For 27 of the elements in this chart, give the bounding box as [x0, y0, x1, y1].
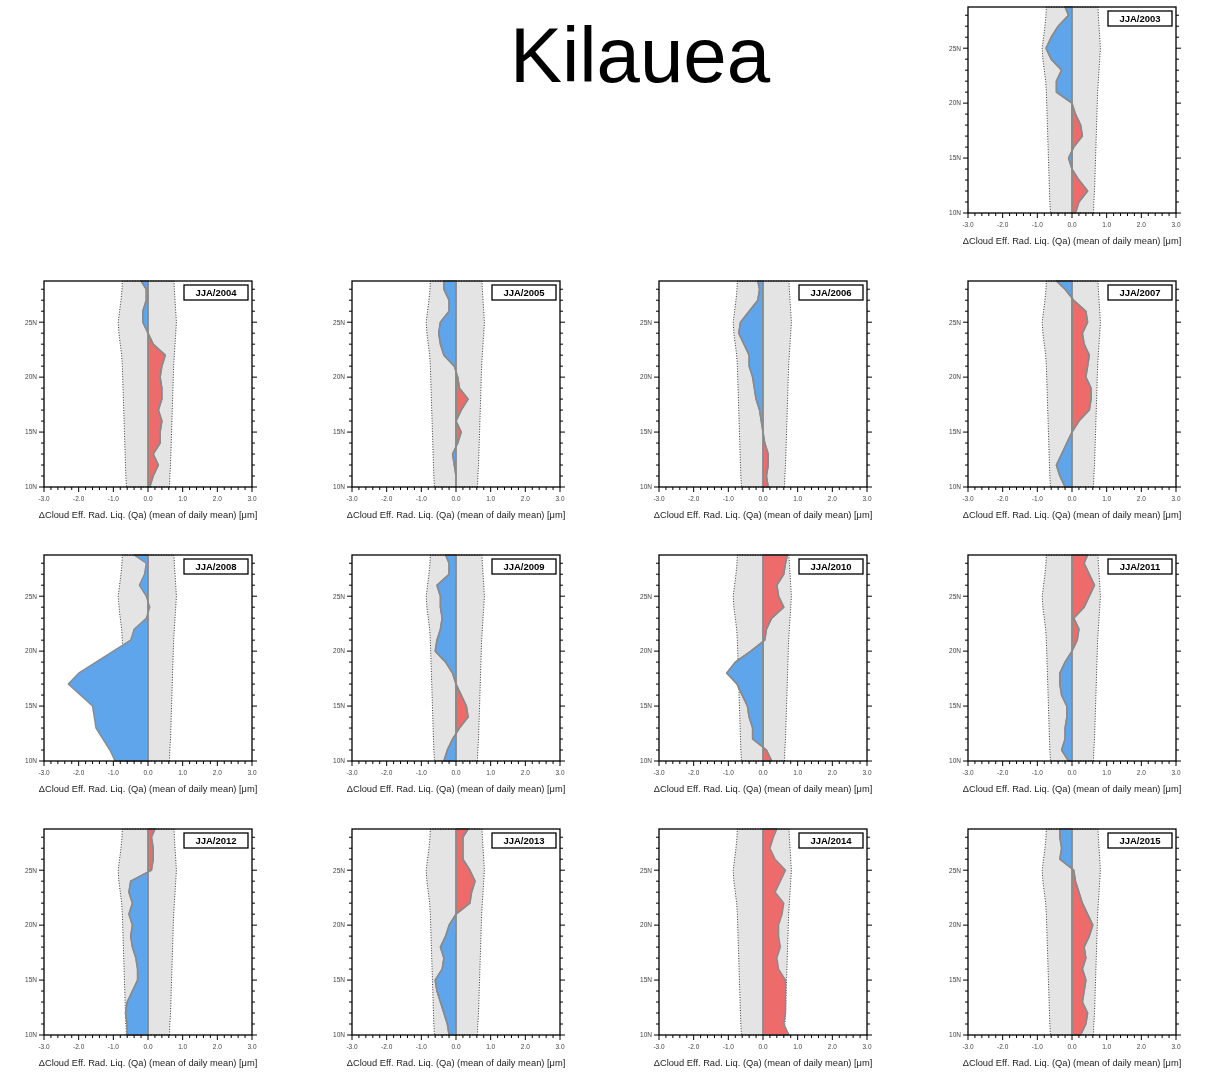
- annotation: JJA/2004: [195, 287, 238, 298]
- annotation: JJA/2006: [810, 287, 852, 298]
- x-axis-title: ΔCloud Eff. Rad. Liq. (Qa) (mean of daily mean) [μm]: [38, 510, 258, 520]
- x-axis-title: ΔCloud Eff. Rad. Liq. (Qa) (mean of daily mean) [μm]: [962, 510, 1182, 520]
- x-axis-title: ΔCloud Eff. Rad. Liq. (Qa) (mean of daily mean) [μm]: [962, 236, 1182, 246]
- annotation: JJA/2015: [1119, 835, 1162, 846]
- x-axis-title: ΔCloud Eff. Rad. Liq. (Qa) (mean of daily mean) [μm]: [346, 1058, 566, 1068]
- annotation: JJA/2013: [503, 835, 545, 846]
- annotation: JJA/2012: [195, 835, 237, 846]
- annotation: JJA/2007: [1119, 287, 1161, 298]
- annotation: JJA/2011: [1119, 561, 1162, 572]
- annotation: JJA/2008: [195, 561, 237, 572]
- x-axis-title: ΔCloud Eff. Rad. Liq. (Qa) (mean of daily mean) [μm]: [346, 784, 566, 794]
- x-axis-title: ΔCloud Eff. Rad. Liq. (Qa) (mean of daily mean) [μm]: [962, 1058, 1182, 1068]
- annotation: JJA/2009: [503, 561, 545, 572]
- x-axis-title: ΔCloud Eff. Rad. Liq. (Qa) (mean of daily mean) [μm]: [653, 510, 873, 520]
- x-axis-title: ΔCloud Eff. Rad. Liq. (Qa) (mean of daily mean) [μm]: [346, 510, 566, 520]
- chart-title: Kilauea: [509, 11, 771, 99]
- annotation: JJA/2005: [503, 287, 546, 298]
- x-axis-title: ΔCloud Eff. Rad. Liq. (Qa) (mean of daily mean) [μm]: [38, 1058, 258, 1068]
- x-axis-title: ΔCloud Eff. Rad. Liq. (Qa) (mean of daily mean) [μm]: [962, 784, 1182, 794]
- x-axis-title: ΔCloud Eff. Rad. Liq. (Qa) (mean of daily mean) [μm]: [653, 784, 873, 794]
- annotation: JJA/2003: [1119, 13, 1161, 24]
- x-axis-title: ΔCloud Eff. Rad. Liq. (Qa) (mean of daily mean) [μm]: [38, 784, 258, 794]
- x-axis-title: ΔCloud Eff. Rad. Liq. (Qa) (mean of daily mean) [μm]: [653, 1058, 873, 1068]
- annotation: JJA/2014: [810, 835, 853, 846]
- annotation: JJA/2010: [810, 561, 852, 572]
